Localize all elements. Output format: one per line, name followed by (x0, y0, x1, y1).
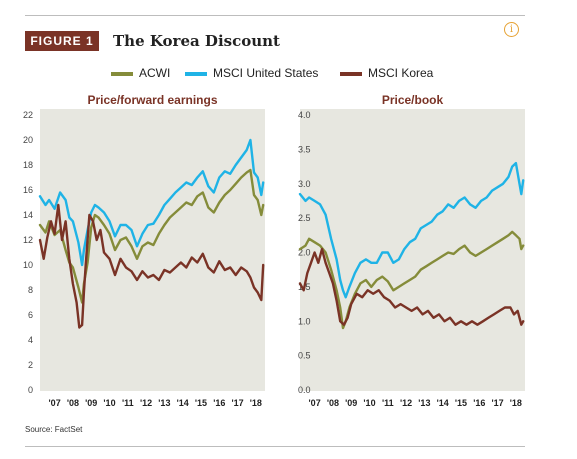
pe-y-tick-label: 18 (23, 160, 33, 170)
legend-label-acwi: ACWI (139, 66, 171, 80)
info-icon[interactable]: i (504, 22, 519, 37)
pe-y-tick-label: 20 (23, 135, 33, 145)
pb-series-msci-united-states (298, 161, 525, 299)
pb-x-tick-label: '18 (510, 398, 522, 408)
pb-x-tick-label: '13 (418, 398, 430, 408)
figure-label: FIGURE 1 (25, 31, 99, 51)
pe-y-tick-label: 10 (23, 260, 33, 270)
pe-x-tick-label: '16 (213, 398, 225, 408)
pb-y-tick-label: 3.0 (298, 179, 311, 189)
pb-x-tick-label: '15 (455, 398, 467, 408)
pe-x-tick-label: '15 (195, 398, 207, 408)
pe-y-tick-label: 0 (28, 385, 33, 395)
source-note: Source: FactSet (25, 425, 83, 434)
pe-x-tick-label: '09 (85, 398, 97, 408)
pb-x-tick-label: '12 (400, 398, 412, 408)
pe-x-tick-label: '07 (49, 398, 61, 408)
pb-y-tick-label: 1.0 (298, 316, 311, 326)
pb-x-tick-label: '14 (437, 398, 449, 408)
legend-label-msci-korea: MSCI Korea (368, 66, 434, 80)
pe-y-tick-label: 16 (23, 185, 33, 195)
pb-series-msci-korea (298, 247, 525, 326)
legend-item-msci-united-states: MSCI United States (185, 64, 318, 82)
right-plot-area (300, 109, 525, 391)
pb-y-tick-label: 0.0 (298, 385, 311, 395)
figure-title: The Korea Discount (113, 32, 280, 50)
pb-x-tick-label: '09 (345, 398, 357, 408)
left-plot-area (40, 109, 265, 391)
left-panel-title: Price/forward earnings (87, 93, 218, 107)
pb-x-tick-label: '08 (327, 398, 339, 408)
legend-swatch-msci-korea (340, 71, 362, 76)
pe-series-acwi (38, 168, 265, 304)
pe-y-tick-label: 8 (28, 285, 33, 295)
pb-y-tick-label: 2.0 (298, 248, 311, 258)
pe-x-tick-label: '13 (158, 398, 170, 408)
top-rule (25, 15, 525, 16)
pb-x-tick-label: '17 (491, 398, 503, 408)
legend: ACWI MSCI United States MSCI Korea (0, 64, 577, 82)
pe-y-tick-label: 14 (23, 210, 33, 220)
pb-x-tick-label: '10 (363, 398, 375, 408)
pe-y-tick-label: 4 (28, 335, 33, 345)
pe-series-msci-korea (38, 203, 265, 329)
pb-y-tick-label: 3.5 (298, 144, 311, 154)
pb-x-tick-label: '07 (309, 398, 321, 408)
legend-item-acwi: ACWI (111, 64, 170, 82)
pe-x-tick-label: '17 (231, 398, 243, 408)
pe-x-tick-label: '11 (122, 398, 134, 408)
legend-item-msci-korea: MSCI Korea (340, 64, 433, 82)
pb-y-tick-label: 0.5 (298, 351, 311, 361)
pb-series-acwi (298, 230, 525, 330)
pe-y-tick-label: 12 (23, 235, 33, 245)
legend-swatch-acwi (111, 71, 133, 76)
right-panel-title: Price/book (381, 93, 444, 107)
pe-x-tick-label: '12 (140, 398, 152, 408)
legend-swatch-msci-united-states (185, 71, 207, 76)
pe-x-tick-label: '14 (177, 398, 189, 408)
pe-x-tick-label: '10 (103, 398, 115, 408)
pe-y-tick-label: 6 (28, 310, 33, 320)
pe-x-tick-label: '18 (250, 398, 262, 408)
pe-y-tick-label: 2 (28, 360, 33, 370)
pe-y-tick-label: 22 (23, 110, 33, 120)
pe-x-tick-label: '08 (67, 398, 79, 408)
pb-x-tick-label: '16 (473, 398, 485, 408)
pb-y-tick-label: 2.5 (298, 213, 311, 223)
pb-y-tick-label: 4.0 (298, 110, 311, 120)
pb-x-tick-label: '11 (382, 398, 394, 408)
pe-series-msci-united-states (38, 138, 265, 267)
legend-label-msci-united-states: MSCI United States (213, 66, 319, 80)
bottom-rule (25, 446, 525, 447)
